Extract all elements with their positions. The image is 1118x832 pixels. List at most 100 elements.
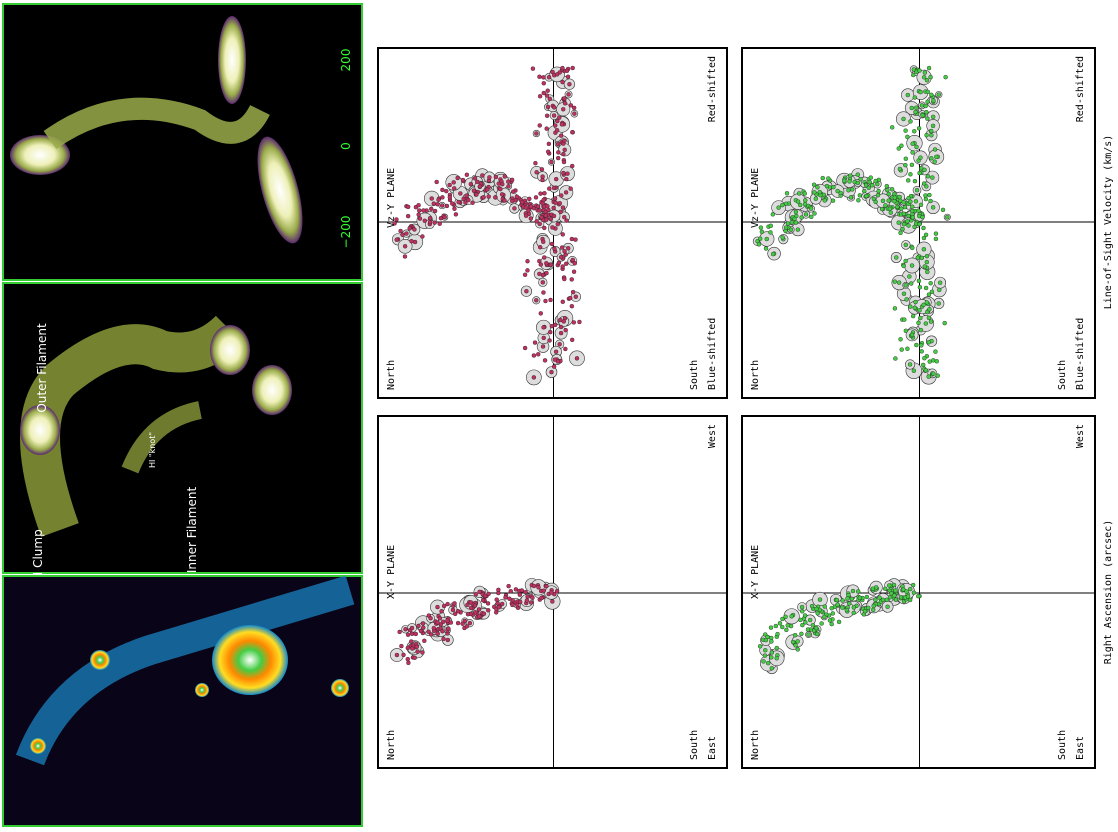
particle bbox=[508, 589, 513, 594]
particle bbox=[523, 205, 529, 210]
particle bbox=[464, 193, 469, 198]
particle bbox=[477, 184, 483, 189]
particle bbox=[397, 629, 402, 635]
particle bbox=[560, 299, 565, 304]
particle bbox=[916, 278, 922, 284]
particle bbox=[810, 623, 816, 628]
particle bbox=[765, 660, 771, 666]
particle bbox=[849, 596, 855, 602]
particle bbox=[923, 196, 929, 202]
particle bbox=[540, 272, 546, 278]
particle bbox=[549, 369, 554, 375]
particle bbox=[873, 178, 878, 184]
particle bbox=[432, 220, 437, 225]
particle bbox=[567, 82, 572, 87]
particle bbox=[921, 247, 927, 252]
particle bbox=[561, 159, 567, 165]
particle bbox=[410, 646, 415, 651]
particle bbox=[896, 220, 901, 225]
plot-label: South bbox=[1057, 360, 1068, 390]
particle bbox=[870, 183, 875, 188]
particle bbox=[517, 599, 523, 605]
galaxy bbox=[195, 683, 209, 697]
particle bbox=[820, 175, 825, 181]
particle bbox=[923, 193, 928, 198]
particle bbox=[799, 631, 804, 637]
particle bbox=[493, 174, 499, 180]
particle bbox=[557, 342, 562, 347]
particle bbox=[440, 187, 445, 193]
particle bbox=[550, 599, 555, 604]
particle bbox=[847, 601, 852, 606]
particle bbox=[510, 602, 515, 608]
particle bbox=[788, 227, 794, 232]
particle bbox=[519, 588, 525, 593]
particle bbox=[418, 628, 424, 634]
particle bbox=[536, 585, 541, 590]
particle bbox=[472, 176, 478, 181]
particle bbox=[437, 221, 442, 226]
particle bbox=[515, 602, 520, 608]
particle bbox=[549, 590, 554, 595]
annotation: Outer Filament bbox=[35, 323, 49, 413]
particle bbox=[846, 188, 851, 193]
particle bbox=[445, 601, 450, 607]
particle bbox=[570, 65, 575, 71]
particle bbox=[884, 183, 889, 189]
particle bbox=[807, 617, 813, 623]
particle bbox=[775, 631, 780, 637]
particle bbox=[908, 119, 913, 124]
particle bbox=[917, 221, 922, 227]
particle bbox=[910, 582, 916, 588]
particle bbox=[851, 610, 856, 616]
particle bbox=[876, 188, 881, 194]
particle bbox=[806, 632, 811, 637]
particle bbox=[935, 373, 940, 378]
particle bbox=[571, 320, 577, 325]
particle bbox=[864, 193, 869, 199]
particle bbox=[930, 114, 936, 120]
particle bbox=[834, 597, 840, 603]
particle bbox=[928, 319, 934, 324]
particle bbox=[466, 197, 471, 203]
particle bbox=[525, 268, 530, 273]
particle bbox=[774, 645, 779, 651]
particle bbox=[850, 588, 856, 594]
particle bbox=[855, 172, 860, 177]
particle bbox=[901, 291, 907, 296]
particle bbox=[814, 606, 819, 612]
particle bbox=[904, 297, 909, 302]
particle bbox=[795, 639, 800, 644]
particle bbox=[570, 289, 576, 295]
particle bbox=[560, 205, 566, 210]
particle bbox=[909, 162, 915, 168]
particle bbox=[444, 203, 450, 209]
particle bbox=[524, 598, 530, 603]
particle bbox=[560, 79, 565, 85]
particle bbox=[757, 236, 763, 241]
particle bbox=[848, 195, 854, 200]
particle bbox=[502, 174, 508, 179]
particle bbox=[545, 149, 551, 154]
particle bbox=[913, 109, 918, 115]
particle bbox=[792, 216, 797, 222]
particle bbox=[405, 632, 411, 637]
particle bbox=[485, 187, 490, 192]
blob bbox=[257, 136, 303, 244]
particle bbox=[486, 591, 491, 597]
particle bbox=[774, 656, 779, 661]
particle bbox=[441, 636, 446, 642]
particle bbox=[540, 344, 546, 349]
particle bbox=[933, 231, 939, 236]
particle bbox=[907, 274, 912, 279]
particle bbox=[905, 92, 911, 98]
particle bbox=[569, 277, 574, 282]
particle bbox=[864, 594, 870, 600]
particle bbox=[930, 175, 935, 180]
particle bbox=[538, 191, 543, 196]
plot-label: Vz-Y PLANE bbox=[386, 168, 397, 228]
particle bbox=[918, 202, 924, 208]
particle bbox=[768, 625, 774, 630]
particle bbox=[523, 589, 528, 595]
